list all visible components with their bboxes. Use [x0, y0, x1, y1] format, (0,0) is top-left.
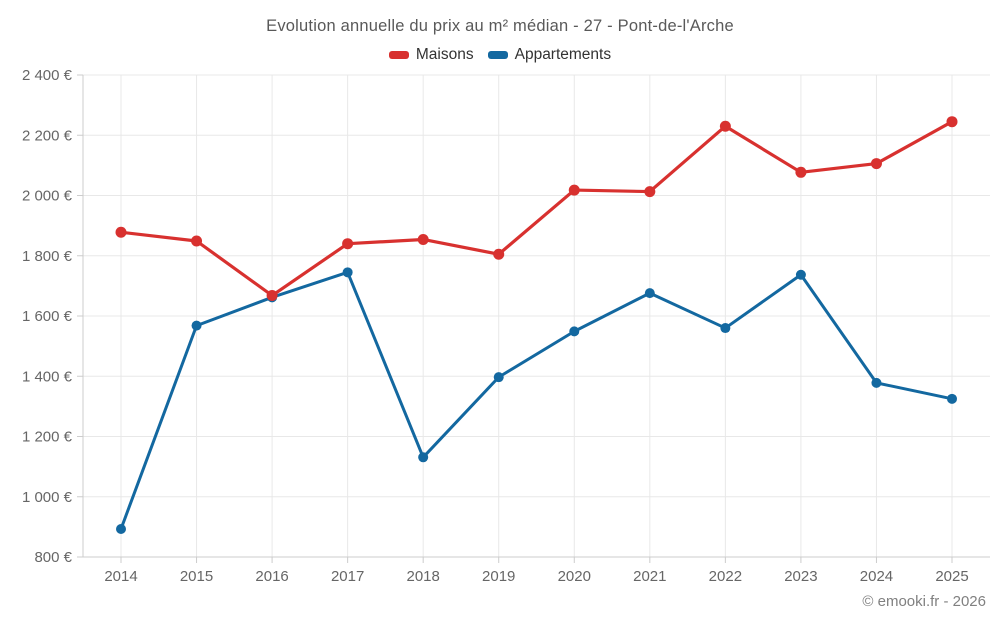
- x-axis-label: 2024: [860, 568, 893, 585]
- appartements-point-2025[interactable]: [947, 393, 957, 404]
- copyright-text: © emooki.fr - 2026: [862, 593, 986, 610]
- maisons-point-2024[interactable]: [870, 158, 882, 170]
- maisons-line: [119, 120, 954, 298]
- x-axis-label: 2019: [482, 568, 515, 585]
- y-axis-label: 2 200 €: [22, 127, 73, 144]
- x-axis-label: 2014: [104, 568, 137, 585]
- appartements-point-2015[interactable]: [191, 320, 202, 331]
- y-axis-label: 1 600 €: [22, 308, 73, 325]
- appartements-point-2022[interactable]: [720, 323, 731, 334]
- maisons-point-2020[interactable]: [568, 184, 580, 196]
- y-axis-label: 1 000 €: [22, 489, 73, 506]
- appartements-point-2018[interactable]: [418, 452, 429, 463]
- maisons-point-2017[interactable]: [342, 238, 354, 250]
- maisons-point-2023[interactable]: [795, 166, 807, 178]
- maisons-point-2021[interactable]: [644, 186, 656, 198]
- x-axis-label: 2023: [784, 568, 817, 585]
- x-axis-label: 2021: [633, 568, 666, 585]
- appartements-point-2024[interactable]: [871, 377, 882, 388]
- maisons-point-2014[interactable]: [115, 226, 127, 238]
- y-axis-label: 1 200 €: [22, 429, 73, 446]
- x-axis-label: 2015: [180, 568, 213, 585]
- x-axis-label: 2018: [406, 568, 439, 585]
- chart-title: Evolution annuelle du prix au m² médian …: [266, 17, 734, 35]
- x-axis-label: 2020: [558, 568, 591, 585]
- appartements-legend-label: Appartements: [514, 46, 612, 63]
- maisons-legend-swatch-icon: [388, 51, 409, 59]
- chart-legend: Maisons Appartements: [0, 46, 1000, 64]
- maisons-point-2025[interactable]: [946, 116, 958, 128]
- appartements-point-2019[interactable]: [493, 372, 504, 383]
- legend-item-appartements[interactable]: Appartements: [487, 46, 612, 64]
- appartements-point-2021[interactable]: [644, 288, 655, 299]
- y-axis-label: 2 000 €: [22, 188, 73, 205]
- maisons-point-2015[interactable]: [191, 235, 203, 247]
- appartements-point-2014[interactable]: [116, 523, 126, 534]
- appartements-legend-swatch-icon: [487, 51, 508, 59]
- appartements-line: [119, 270, 954, 531]
- maisons-point-2016[interactable]: [266, 290, 278, 302]
- appartements-point-2020[interactable]: [569, 326, 580, 337]
- x-axis-label: 2025: [935, 568, 968, 585]
- x-axis-label: 2017: [331, 568, 364, 585]
- y-axis-label: 1 800 €: [22, 248, 73, 265]
- maisons-legend-label: Maisons: [415, 46, 474, 63]
- maisons-point-2018[interactable]: [417, 233, 429, 245]
- maisons-point-2019[interactable]: [493, 248, 505, 260]
- maisons-point-2022[interactable]: [719, 120, 731, 132]
- appartements-point-2017[interactable]: [342, 267, 353, 278]
- x-axis-label: 2022: [709, 568, 742, 585]
- x-axis-label: 2016: [255, 568, 288, 585]
- y-axis-label: 1 400 €: [22, 368, 73, 385]
- y-axis-label: 2 400 €: [22, 67, 73, 84]
- appartements-point-2023[interactable]: [795, 269, 806, 280]
- legend-item-maisons[interactable]: Maisons: [388, 46, 474, 64]
- y-axis-label: 800 €: [34, 549, 72, 566]
